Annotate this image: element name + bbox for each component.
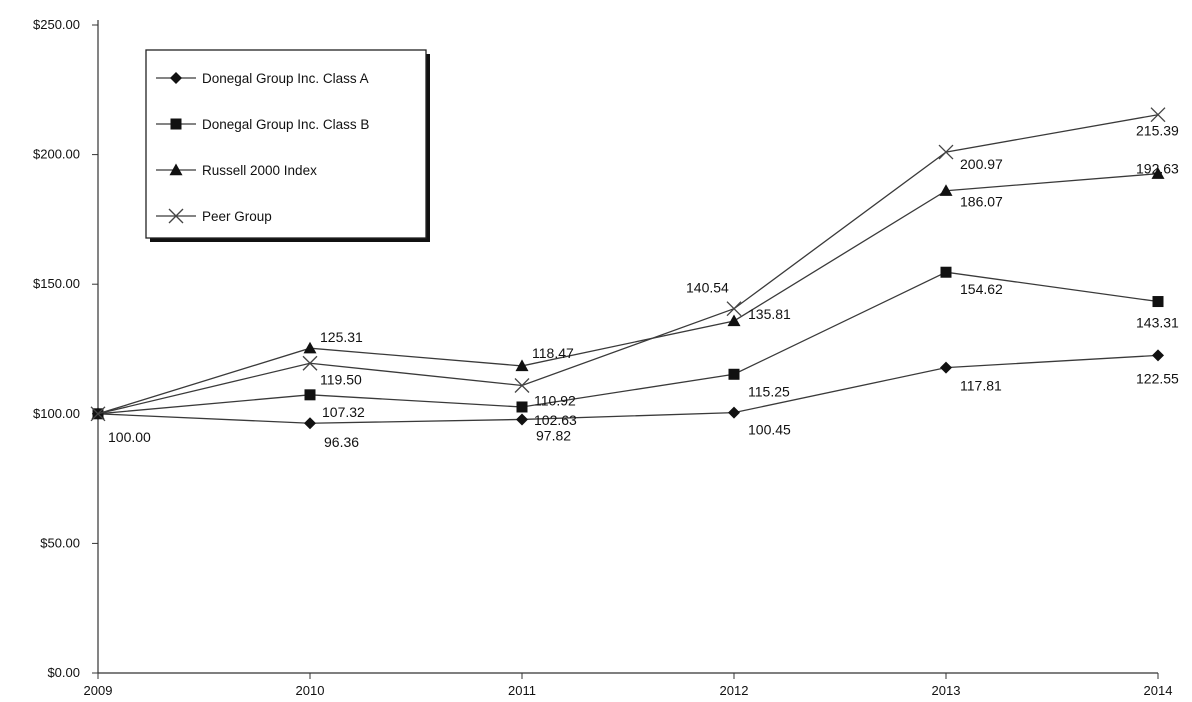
- y-tick-label: $200.00: [33, 147, 80, 162]
- legend-item: Peer Group: [156, 208, 272, 224]
- data-label: 192.63: [1136, 161, 1179, 177]
- series-lines: [90, 107, 1166, 430]
- data-point: [90, 406, 106, 422]
- legend-label: Peer Group: [202, 209, 272, 224]
- data-point: [938, 144, 954, 160]
- data-label: 119.50: [320, 371, 362, 387]
- data-point: [726, 301, 742, 317]
- series-line: [97, 354, 1159, 424]
- data-label: 107.32: [322, 404, 365, 420]
- marker-x-stroke: [168, 208, 184, 224]
- marker-x-stroke: [1150, 107, 1166, 123]
- legend-label: Donegal Group Inc. Class B: [202, 117, 369, 132]
- data-point: [515, 359, 529, 372]
- data-label: 96.36: [324, 434, 359, 450]
- x-tick-label: 2011: [508, 683, 536, 698]
- data-point: [1150, 107, 1166, 123]
- legend-marker: [170, 72, 182, 84]
- data-label: 115.25: [748, 383, 790, 399]
- series-line: [97, 271, 1159, 415]
- data-point: [303, 341, 317, 354]
- data-labels: 100.00 96.36 97.82 100.45 117.81 122.55 107.32…: [108, 123, 1179, 451]
- data-point: [940, 361, 952, 374]
- data-label: 97.82: [536, 427, 571, 443]
- x-tick-label: 2013: [932, 683, 961, 698]
- data-point: [516, 413, 528, 426]
- data-label: 110.92: [534, 392, 576, 408]
- data-point: [728, 406, 740, 419]
- data-label: 215.39: [1136, 123, 1179, 139]
- marker-x-stroke: [90, 406, 106, 422]
- data-point: [1151, 167, 1165, 179]
- marker-x-stroke: [938, 144, 954, 160]
- data-point: [1152, 296, 1164, 308]
- legend-label: Donegal Group Inc. Class A: [202, 71, 369, 86]
- data-label: 122.55: [1136, 370, 1179, 386]
- data-label: 154.62: [960, 281, 1003, 297]
- x-tick-label: 2009: [84, 683, 113, 698]
- data-point: [514, 378, 530, 393]
- series-peer-group: [90, 107, 1166, 422]
- data-label: 102.63: [534, 412, 577, 428]
- legend-label: Russell 2000 Index: [202, 163, 317, 178]
- data-label: 118.47: [532, 345, 574, 361]
- series-donegal-group-inc-class-a: [92, 349, 1164, 430]
- series-line: [97, 114, 1159, 415]
- data-point: [1152, 349, 1164, 362]
- data-label: 100.00: [108, 429, 151, 445]
- data-label: 117.81: [960, 378, 1002, 394]
- axes: $0.00 $50.00 $100.00 $150.00 $200.00 $250.00 2…: [33, 17, 1172, 698]
- marker-x-stroke: [726, 301, 742, 317]
- marker-x-stroke: [302, 355, 318, 371]
- legend-box: [145, 49, 427, 239]
- data-point: [727, 314, 741, 327]
- legend-item: Donegal Group Inc. Class B: [156, 117, 369, 132]
- data-point: [728, 368, 740, 380]
- data-point: [304, 417, 316, 430]
- data-point: [516, 401, 528, 413]
- data-label: 143.31: [1136, 315, 1179, 331]
- data-label: 186.07: [960, 194, 1003, 210]
- data-point: [304, 389, 316, 401]
- data-label: 125.31: [320, 329, 363, 345]
- legend-item: Donegal Group Inc. Class A: [156, 71, 369, 86]
- data-label: 135.81: [748, 306, 791, 322]
- y-tick-label: $150.00: [33, 276, 80, 291]
- y-tick-label: $100.00: [33, 406, 80, 421]
- legend-marker: [170, 118, 182, 130]
- legend: Donegal Group Inc. Class A Donegal Group …: [145, 49, 430, 242]
- legend-marker: [169, 163, 183, 176]
- data-point: [940, 266, 952, 278]
- y-tick-label: $0.00: [47, 665, 80, 680]
- data-label: 200.97: [960, 156, 1003, 172]
- legend-marker: [168, 208, 184, 224]
- data-label: 100.45: [748, 422, 791, 438]
- x-tick-label: 2010: [296, 683, 325, 698]
- marker-x-stroke: [514, 378, 530, 393]
- y-tick-label: $250.00: [33, 17, 80, 32]
- legend-item: Russell 2000 Index: [156, 163, 317, 178]
- x-tick-label: 2012: [720, 683, 749, 698]
- data-point: [939, 184, 953, 196]
- y-tick-label: $50.00: [40, 535, 80, 550]
- x-tick-label: 2014: [1144, 683, 1173, 698]
- data-label: 140.54: [686, 280, 729, 296]
- series-line: [97, 173, 1159, 415]
- data-point: [302, 355, 318, 371]
